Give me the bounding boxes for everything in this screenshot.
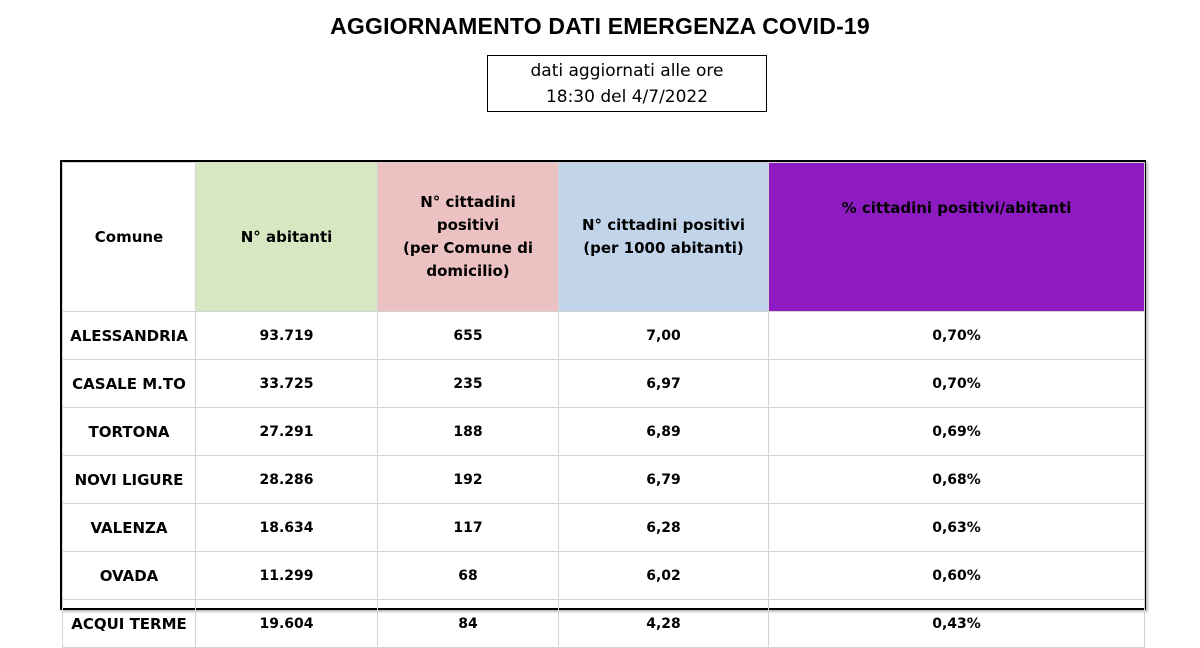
- update-line-1: dati aggiornati alle ore: [530, 61, 724, 81]
- cell-comune: ALESSANDRIA: [62, 311, 196, 360]
- cell-abitanti: 28.286: [195, 455, 378, 504]
- cell-percentuale: 0,69%: [768, 407, 1145, 456]
- table-row: ACQUI TERME 19.604 84 4,28 0,43%: [62, 599, 1145, 648]
- cell-comune: OVADA: [62, 551, 196, 600]
- header-per1000-line: N° cittadini positivi: [581, 216, 746, 234]
- cell-positivi: 655: [377, 311, 559, 360]
- cell-per1000: 6,28: [558, 503, 769, 552]
- cell-per1000: 4,28: [558, 599, 769, 648]
- cell-per1000: 6,02: [558, 551, 769, 600]
- table-row: NOVI LIGURE 28.286 192 6,79 0,68%: [62, 455, 1145, 504]
- cell-positivi: 68: [377, 551, 559, 600]
- header-per1000: N° cittadini positivi (per 1000 abitanti…: [558, 162, 769, 312]
- cell-positivi: 235: [377, 359, 559, 408]
- cell-abitanti: 19.604: [195, 599, 378, 648]
- cell-abitanti: 18.634: [195, 503, 378, 552]
- table-row: VALENZA 18.634 117 6,28 0,63%: [62, 503, 1145, 552]
- covid-data-table-container: Comune N° abitanti N° cittadini positivi…: [60, 160, 1146, 648]
- cell-percentuale: 0,63%: [768, 503, 1145, 552]
- cell-per1000: 6,89: [558, 407, 769, 456]
- cell-per1000: 7,00: [558, 311, 769, 360]
- cell-percentuale: 0,68%: [768, 455, 1145, 504]
- header-positivi-line: positivi: [436, 216, 500, 234]
- header-percentuale: % cittadini positivi/abitanti: [768, 162, 1145, 312]
- header-positivi-line: domicilio): [426, 262, 510, 280]
- update-line-2: 18:30 del 4/7/2022: [545, 87, 709, 107]
- table-header-row: Comune N° abitanti N° cittadini positivi…: [62, 162, 1145, 312]
- cell-per1000: 6,79: [558, 455, 769, 504]
- cell-percentuale: 0,70%: [768, 359, 1145, 408]
- table-row: ALESSANDRIA 93.719 655 7,00 0,70%: [62, 311, 1145, 360]
- cell-comune: NOVI LIGURE: [62, 455, 196, 504]
- header-abitanti: N° abitanti: [195, 162, 378, 312]
- cell-abitanti: 27.291: [195, 407, 378, 456]
- cell-abitanti: 11.299: [195, 551, 378, 600]
- cell-percentuale: 0,70%: [768, 311, 1145, 360]
- header-comune: Comune: [62, 162, 196, 312]
- cell-percentuale: 0,43%: [768, 599, 1145, 648]
- cell-comune: TORTONA: [62, 407, 196, 456]
- cell-abitanti: 33.725: [195, 359, 378, 408]
- table-row: TORTONA 27.291 188 6,89 0,69%: [62, 407, 1145, 456]
- cell-positivi: 117: [377, 503, 559, 552]
- header-positivi-line: (per Comune di: [403, 239, 533, 257]
- page-title: AGGIORNAMENTO DATI EMERGENZA COVID-19: [330, 13, 870, 39]
- table-row: CASALE M.TO 33.725 235 6,97 0,70%: [62, 359, 1145, 408]
- cell-comune: ACQUI TERME: [62, 599, 196, 648]
- cell-positivi: 192: [377, 455, 559, 504]
- cell-abitanti: 93.719: [195, 311, 378, 360]
- table-row: OVADA 11.299 68 6,02 0,60%: [62, 551, 1145, 600]
- update-timestamp-box: dati aggiornati alle ore 18:30 del 4/7/2…: [487, 55, 767, 112]
- cell-percentuale: 0,60%: [768, 551, 1145, 600]
- header-positivi: N° cittadini positivi (per Comune di dom…: [377, 162, 559, 312]
- covid-data-table: Comune N° abitanti N° cittadini positivi…: [62, 162, 1145, 648]
- cell-positivi: 84: [377, 599, 559, 648]
- cell-per1000: 6,97: [558, 359, 769, 408]
- header-positivi-line: N° cittadini: [420, 193, 516, 211]
- cell-comune: CASALE M.TO: [62, 359, 196, 408]
- cell-positivi: 188: [377, 407, 559, 456]
- cell-comune: VALENZA: [62, 503, 196, 552]
- header-per1000-line: (per 1000 abitanti): [583, 239, 744, 257]
